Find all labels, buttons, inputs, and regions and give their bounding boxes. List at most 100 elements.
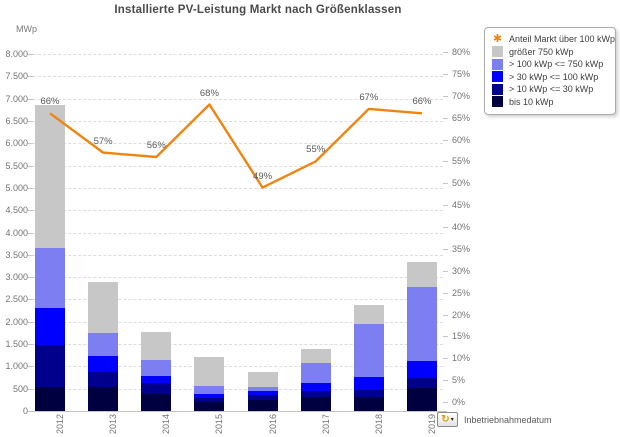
- gridline: [33, 98, 443, 100]
- gridline: [33, 54, 443, 55]
- legend-item[interactable]: > 30 kWp <= 100 kWp: [492, 71, 609, 84]
- right-axis-tick-label: 0%: [452, 397, 466, 407]
- left-axis-tick-label: 3.000: [5, 272, 28, 283]
- series-color-swatch: [492, 71, 503, 83]
- bar-segment[interactable]: [406, 387, 437, 411]
- left-axis-tick-label: 1.000: [5, 361, 28, 372]
- gridline: [33, 299, 443, 301]
- legend-item[interactable]: ✱ Anteil Markt über 100 kWp: [492, 33, 615, 46]
- bar-segment[interactable]: [300, 363, 331, 384]
- left-axis-tick: [28, 210, 33, 212]
- bar-segment[interactable]: [194, 386, 225, 394]
- right-axis-tick-label: 20%: [452, 309, 471, 320]
- legend-item[interactable]: größer 750 kWp: [492, 46, 609, 59]
- left-axis-tick-label: 0: [22, 406, 28, 416]
- bar-segment[interactable]: [247, 395, 278, 400]
- bar-segment[interactable]: [141, 376, 172, 384]
- left-axis-tick: [28, 388, 33, 390]
- bar-segment[interactable]: [300, 383, 331, 391]
- bar-segment[interactable]: [406, 360, 437, 378]
- left-axis-tick: [28, 254, 33, 256]
- bar-segment[interactable]: [194, 402, 225, 411]
- bar-segment[interactable]: [141, 383, 172, 395]
- left-axis-tick-label: 6.000: [5, 138, 28, 149]
- right-axis-tick: [443, 248, 448, 250]
- bar-segment[interactable]: [406, 262, 437, 287]
- bar-segment[interactable]: [35, 344, 65, 388]
- left-axis-tick-label: 8.000: [5, 49, 28, 59]
- bar-segment[interactable]: [35, 308, 65, 345]
- bar-segment[interactable]: [194, 393, 225, 399]
- bar-segment[interactable]: [35, 105, 65, 249]
- gridline: [33, 76, 443, 78]
- series-color-swatch: [492, 58, 503, 70]
- bar-segment[interactable]: [353, 390, 384, 397]
- dimension-label: Inbetriebnahmedatum: [464, 414, 552, 425]
- bar-segment[interactable]: [35, 387, 65, 411]
- bar-segment[interactable]: [353, 305, 384, 325]
- left-axis-tick: [28, 299, 33, 301]
- right-axis-tick: [443, 73, 448, 75]
- gridline: [33, 232, 443, 234]
- bar-segment[interactable]: [88, 281, 119, 333]
- bar-segment[interactable]: [247, 372, 278, 387]
- bar-segment[interactable]: [247, 391, 278, 396]
- cycle-group-button[interactable]: ↻ ▾: [437, 412, 458, 427]
- right-axis-tick-label: 10%: [452, 353, 471, 364]
- bar-segment[interactable]: [88, 387, 119, 411]
- legend-item[interactable]: > 10 kWp <= 30 kWp: [492, 83, 609, 96]
- bar-segment[interactable]: [194, 357, 225, 386]
- bar-segment[interactable]: [300, 349, 331, 364]
- bar-segment[interactable]: [353, 324, 384, 377]
- right-axis-tick-label: 25%: [452, 287, 471, 298]
- legend-item[interactable]: bis 10 kWp: [492, 96, 609, 109]
- legend-item-label: > 100 kWp <= 750 kWp: [509, 59, 604, 70]
- bar-segment[interactable]: [141, 394, 172, 411]
- left-axis-tick: [28, 277, 33, 279]
- right-axis-tick: [443, 336, 448, 338]
- right-axis-tick: [443, 183, 448, 185]
- dimension-selector: ↻ ▾ Inbetriebnahmedatum: [437, 412, 552, 427]
- bar-segment[interactable]: [141, 331, 172, 361]
- left-axis-tick: [28, 54, 33, 55]
- bar-segment[interactable]: [300, 397, 331, 411]
- right-axis-tick: [443, 95, 448, 97]
- right-axis-tick: [443, 402, 448, 403]
- right-axis-tick-label: 50%: [452, 178, 471, 189]
- bar-segment[interactable]: [88, 332, 119, 356]
- series-color-swatch: [492, 83, 503, 95]
- bar-segment[interactable]: [194, 398, 225, 403]
- legend-item[interactable]: > 100 kWp <= 750 kWp: [492, 58, 609, 71]
- bar-segment[interactable]: [300, 390, 331, 398]
- right-axis-tick: [443, 117, 448, 119]
- legend-item-label: größer 750 kWp: [509, 46, 574, 57]
- left-axis-tick: [28, 98, 33, 100]
- bar-segment[interactable]: [353, 376, 384, 390]
- right-axis-tick-label: 35%: [452, 243, 471, 254]
- left-axis-tick-label: 3.500: [5, 249, 28, 260]
- legend-item-label: bis 10 kWp: [509, 96, 554, 107]
- bar-segment[interactable]: [35, 248, 65, 309]
- line-point-label: 55%: [306, 144, 326, 156]
- right-axis-tick: [443, 380, 448, 382]
- right-axis-tick: [443, 227, 448, 228]
- right-axis-tick: [443, 314, 448, 316]
- bar-segment[interactable]: [88, 355, 119, 372]
- left-axis-tick-label: 2.500: [5, 294, 28, 305]
- bar-segment[interactable]: [247, 386, 278, 392]
- line-point-label: 66%: [40, 96, 60, 108]
- right-axis-tick: [443, 52, 448, 53]
- left-axis-tick: [28, 411, 33, 412]
- bar-segment[interactable]: [406, 377, 437, 388]
- gridline: [33, 254, 443, 256]
- bar-segment[interactable]: [247, 399, 278, 411]
- bar-segment[interactable]: [406, 286, 437, 361]
- bar-segment[interactable]: [353, 396, 384, 411]
- bar-segment[interactable]: [88, 371, 119, 388]
- line-point-label: 57%: [93, 135, 113, 147]
- left-axis-tick-label: 2.000: [5, 316, 28, 327]
- right-axis-tick-label: 40%: [452, 222, 471, 232]
- right-axis-tick-label: 65%: [452, 112, 471, 123]
- bar-segment[interactable]: [141, 360, 172, 377]
- left-axis-tick: [28, 187, 33, 189]
